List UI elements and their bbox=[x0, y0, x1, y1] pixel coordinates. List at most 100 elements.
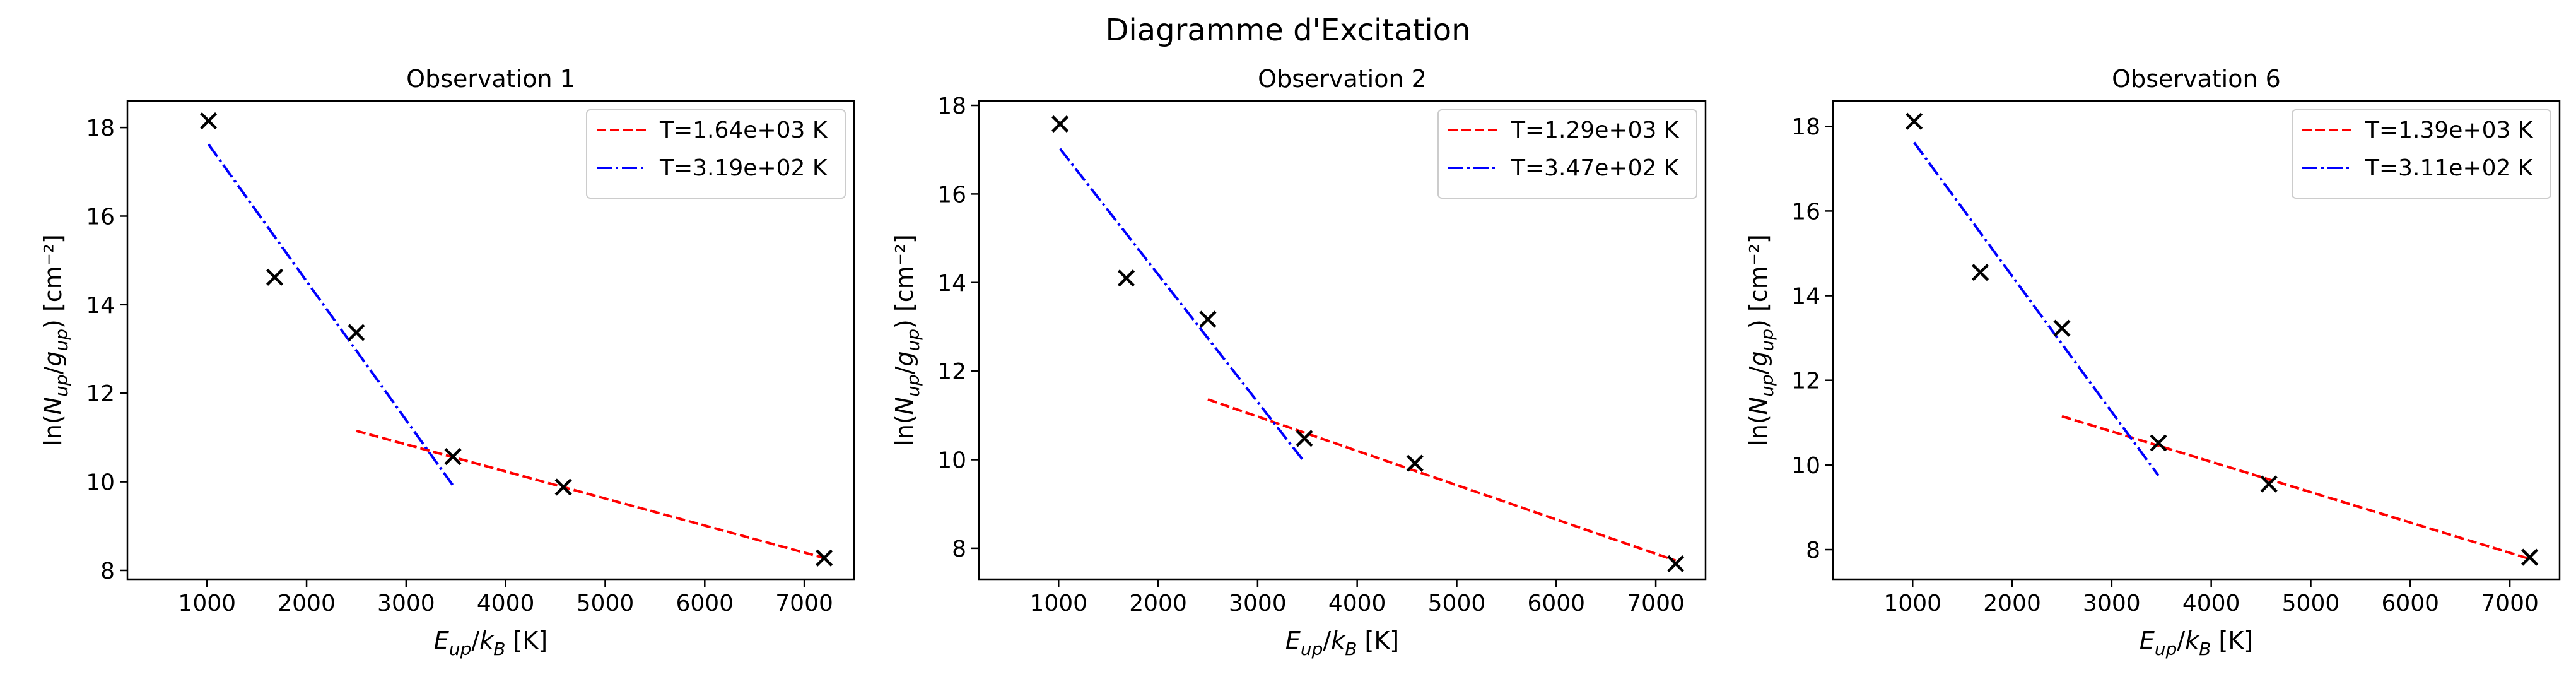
legend: T=1.64e+03 K T=3.19e+02 K bbox=[586, 109, 846, 199]
subplot-3: Observation 6 1000 2000 3000 4000 5000 6000 700… bbox=[1745, 65, 2561, 659]
y-tick-label: 16 bbox=[937, 182, 966, 208]
y-tick-label: 8 bbox=[1806, 538, 1820, 563]
legend-entry: T=3.47e+02 K bbox=[1511, 155, 1680, 181]
fit-line-cold bbox=[1059, 148, 1306, 463]
y-axis-label: ln(Nup/gup) [cm⁻²] bbox=[39, 234, 72, 446]
axes-frame bbox=[978, 100, 1707, 581]
fit-line-hot bbox=[2061, 415, 2531, 560]
data-point bbox=[1667, 555, 1685, 573]
y-axis-label: ln(Nup/gup) [cm⁻²] bbox=[1745, 234, 1777, 446]
x-tick-label: 6000 bbox=[676, 591, 734, 616]
data-point-stroke bbox=[554, 478, 572, 496]
subplot-2: Observation 2 1000 2000 3000 4000 5000 6000 700… bbox=[891, 65, 1707, 659]
x-tick-label: 5000 bbox=[1428, 591, 1486, 616]
y-tick-label: 14 bbox=[1791, 284, 1820, 310]
legend-entry: T=3.11e+02 K bbox=[2365, 155, 2534, 181]
x-tick-label: 6000 bbox=[2381, 591, 2439, 616]
x-tick-label: 5000 bbox=[577, 591, 635, 616]
data-point-stroke bbox=[2260, 475, 2278, 493]
data-point bbox=[348, 324, 365, 341]
y-tick-label: 12 bbox=[1791, 369, 1820, 394]
data-point-stroke bbox=[1051, 115, 1069, 133]
x-axis-label: Eup/kB [K] bbox=[1285, 627, 1399, 659]
data-point bbox=[1296, 430, 1313, 447]
legend-entry: T=1.29e+03 K bbox=[1511, 117, 1680, 143]
data-point-stroke bbox=[1667, 555, 1685, 573]
y-tick-label: 16 bbox=[1791, 199, 1820, 225]
data-point-stroke bbox=[2150, 434, 2167, 452]
fit-line-cold bbox=[1912, 141, 2160, 476]
legend-entry: T=3.19e+02 K bbox=[659, 155, 828, 181]
data-point-stroke bbox=[266, 268, 284, 286]
y-tick-label: 8 bbox=[100, 558, 115, 584]
x-tick-label: 4000 bbox=[2182, 591, 2240, 616]
subplot-1: Observation 1 1000 2000 3000 4000 5000 6000 700… bbox=[39, 65, 855, 659]
data-point-stroke bbox=[2521, 548, 2539, 566]
data-point bbox=[200, 112, 218, 130]
x-tick-label: 7000 bbox=[2481, 591, 2539, 616]
x-tick-label: 3000 bbox=[1229, 591, 1287, 616]
figure-title: Diagramme d'Excitation bbox=[1105, 13, 1470, 48]
subplot-title: Observation 6 bbox=[2112, 65, 2281, 93]
data-point bbox=[1971, 264, 1989, 281]
legend-box bbox=[586, 109, 846, 199]
x-tick-label: 1000 bbox=[1029, 591, 1087, 616]
data-point bbox=[2260, 475, 2278, 493]
x-tick-label: 6000 bbox=[1527, 591, 1585, 616]
data-point-stroke bbox=[200, 112, 218, 130]
y-tick-label: 18 bbox=[86, 115, 115, 141]
data-point bbox=[2521, 548, 2539, 566]
y-tick-label: 10 bbox=[86, 470, 115, 496]
data-point-stroke bbox=[1406, 454, 1424, 472]
legend-entry: T=1.64e+03 K bbox=[659, 117, 828, 143]
y-tick-label: 14 bbox=[937, 271, 966, 297]
y-tick-label: 8 bbox=[952, 536, 966, 562]
legend-box bbox=[2292, 109, 2551, 199]
data-point-stroke bbox=[1117, 269, 1135, 287]
y-tick-label: 16 bbox=[86, 204, 115, 230]
x-tick-label: 1000 bbox=[1883, 591, 1941, 616]
data-point bbox=[1199, 310, 1217, 328]
y-tick-label: 14 bbox=[86, 293, 115, 319]
data-point bbox=[2150, 434, 2167, 452]
legend-box bbox=[1437, 109, 1697, 199]
legend: T=1.39e+03 K T=3.11e+02 K bbox=[2292, 109, 2551, 199]
subplot-panels: Observation 1 1000 2000 3000 4000 5000 6000 700… bbox=[39, 65, 2561, 659]
data-point-stroke bbox=[816, 549, 833, 567]
data-point bbox=[266, 268, 284, 286]
data-point-stroke bbox=[1199, 310, 1217, 328]
y-tick-label: 12 bbox=[86, 381, 115, 407]
data-point-stroke bbox=[348, 324, 365, 341]
data-point-stroke bbox=[1971, 264, 1989, 281]
data-point bbox=[554, 478, 572, 496]
x-tick-label: 4000 bbox=[477, 591, 535, 616]
data-point bbox=[816, 549, 833, 567]
x-tick-label: 7000 bbox=[1627, 591, 1685, 616]
data-point bbox=[444, 447, 462, 466]
y-axis-label: ln(Nup/gup) [cm⁻²] bbox=[891, 234, 923, 446]
y-tick-label: 12 bbox=[937, 359, 966, 385]
data-point-stroke bbox=[1296, 430, 1313, 447]
fit-line-hot bbox=[356, 429, 825, 560]
axes-frame bbox=[1832, 100, 2561, 581]
y-tick-label: 10 bbox=[937, 448, 966, 474]
y-tick-label: 18 bbox=[937, 93, 966, 119]
x-tick-label: 4000 bbox=[1328, 591, 1386, 616]
x-tick-label: 5000 bbox=[2282, 591, 2340, 616]
x-tick-label: 2000 bbox=[278, 591, 336, 616]
x-tick-label: 7000 bbox=[775, 591, 833, 616]
x-axis-label: Eup/kB [K] bbox=[434, 627, 547, 659]
legend-entry: T=1.39e+03 K bbox=[2365, 117, 2534, 143]
x-tick-label: 1000 bbox=[178, 591, 236, 616]
x-tick-label: 2000 bbox=[1983, 591, 2041, 616]
data-point-stroke bbox=[2053, 319, 2071, 337]
data-point-stroke bbox=[444, 447, 462, 466]
fit-line-cold bbox=[207, 143, 454, 486]
data-point-stroke bbox=[1906, 112, 1923, 130]
data-point bbox=[1906, 112, 1923, 130]
x-axis-label: Eup/kB [K] bbox=[2140, 627, 2253, 659]
axes-frame bbox=[126, 100, 855, 581]
y-tick-label: 18 bbox=[1791, 114, 1820, 140]
data-point bbox=[2053, 319, 2071, 337]
